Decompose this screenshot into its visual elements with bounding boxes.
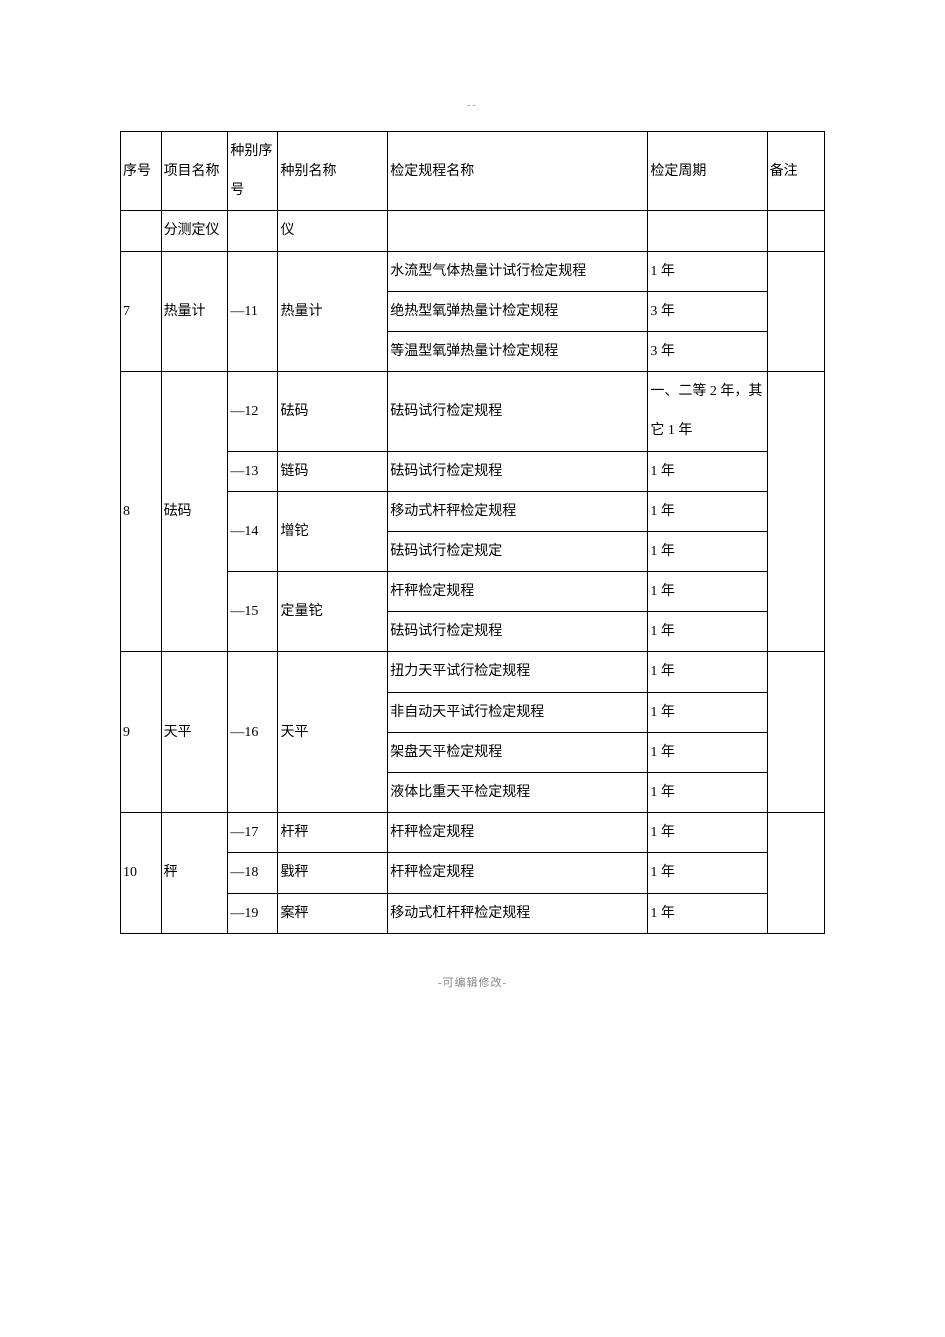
cell-rule: 杆秤检定规程 (388, 572, 648, 612)
cell-period: 1 年 (648, 491, 767, 531)
cell-period: 1 年 (648, 813, 767, 853)
cell-tseq: —18 (228, 853, 278, 893)
header-seq: 序号 (121, 132, 162, 211)
cell-period: 1 年 (648, 893, 767, 933)
cell-tseq: —15 (228, 572, 278, 652)
table-row: 7 热量计 —11 热量计 水流型气体热量计试行检定规程 1 年 (121, 251, 825, 291)
cell-seq: 7 (121, 251, 162, 372)
cell-period: 1 年 (648, 251, 767, 291)
cell-proj: 热量计 (161, 251, 228, 372)
cell-proj: 天平 (161, 652, 228, 813)
table-row: 分测定仪 仪 (121, 211, 825, 251)
cell-tname: 砝码 (278, 372, 388, 451)
cell-remark (767, 251, 824, 372)
cell-tseq (228, 211, 278, 251)
cell-period (648, 211, 767, 251)
cell-tseq: —11 (228, 251, 278, 372)
cell-seq: 10 (121, 813, 162, 934)
cell-period: 3 年 (648, 331, 767, 371)
cell-rule: 移动式杠杆秤检定规程 (388, 893, 648, 933)
table-row: 9 天平 —16 天平 扭力天平试行检定规程 1 年 (121, 652, 825, 692)
cell-rule: 砝码试行检定规程 (388, 612, 648, 652)
header-rule: 检定规程名称 (388, 132, 648, 211)
table-row: 8 砝码 —12 砝码 砝码试行检定规程 一、二等 2 年，其它 1 年 (121, 372, 825, 451)
cell-tseq: —19 (228, 893, 278, 933)
cell-rule: 绝热型氧弹热量计检定规程 (388, 291, 648, 331)
cell-rule: 扭力天平试行检定规程 (388, 652, 648, 692)
header-remark: 备注 (767, 132, 824, 211)
cell-rule: 等温型氧弹热量计检定规程 (388, 331, 648, 371)
cell-proj: 砝码 (161, 372, 228, 652)
cell-tname: 杆秤 (278, 813, 388, 853)
cell-seq: 9 (121, 652, 162, 813)
cell-rule (388, 211, 648, 251)
cell-rule: 架盘天平检定规程 (388, 732, 648, 772)
header-period: 检定周期 (648, 132, 767, 211)
cell-period: 1 年 (648, 451, 767, 491)
cell-period: 1 年 (648, 612, 767, 652)
table-row: 10 秤 —17 杆秤 杆秤检定规程 1 年 (121, 813, 825, 853)
cell-proj: 分测定仪 (161, 211, 228, 251)
cell-period: 1 年 (648, 531, 767, 571)
table-header-row: 序号 项目名称 种别序号 种别名称 检定规程名称 检定周期 备注 (121, 132, 825, 211)
cell-period: 3 年 (648, 291, 767, 331)
cell-period: 1 年 (648, 692, 767, 732)
cell-remark (767, 211, 824, 251)
cell-tname: 热量计 (278, 251, 388, 372)
header-tname: 种别名称 (278, 132, 388, 211)
cell-rule: 水流型气体热量计试行检定规程 (388, 251, 648, 291)
verification-table: 序号 项目名称 种别序号 种别名称 检定规程名称 检定周期 备注 分测定仪 仪 … (120, 131, 825, 934)
cell-rule: 杆秤检定规程 (388, 853, 648, 893)
cell-tname: 天平 (278, 652, 388, 813)
cell-period: 1 年 (648, 773, 767, 813)
cell-tname: 案秤 (278, 893, 388, 933)
cell-rule: 移动式杆秤检定规程 (388, 491, 648, 531)
cell-period: 1 年 (648, 732, 767, 772)
cell-tname: 定量铊 (278, 572, 388, 652)
cell-tseq: —13 (228, 451, 278, 491)
cell-remark (767, 652, 824, 813)
cell-period: 1 年 (648, 652, 767, 692)
cell-proj: 秤 (161, 813, 228, 934)
cell-period: 1 年 (648, 572, 767, 612)
cell-tseq: —16 (228, 652, 278, 813)
cell-rule: 砝码试行检定规定 (388, 531, 648, 571)
cell-tseq: —12 (228, 372, 278, 451)
cell-tname: 仪 (278, 211, 388, 251)
cell-rule: 砝码试行检定规程 (388, 372, 648, 451)
footer-text: -可编辑修改- (120, 974, 825, 990)
cell-rule: 杆秤检定规程 (388, 813, 648, 853)
cell-period: 一、二等 2 年，其它 1 年 (648, 372, 767, 451)
header-proj: 项目名称 (161, 132, 228, 211)
cell-tname: 增铊 (278, 491, 388, 571)
cell-tname: 链码 (278, 451, 388, 491)
cell-rule: 砝码试行检定规程 (388, 451, 648, 491)
header-tseq: 种别序号 (228, 132, 278, 211)
cell-rule: 液体比重天平检定规程 (388, 773, 648, 813)
cell-seq: 8 (121, 372, 162, 652)
cell-period: 1 年 (648, 853, 767, 893)
cell-seq (121, 211, 162, 251)
cell-tseq: —17 (228, 813, 278, 853)
cell-remark (767, 372, 824, 652)
cell-remark (767, 813, 824, 934)
cell-rule: 非自动天平试行检定规程 (388, 692, 648, 732)
cell-tseq: —14 (228, 491, 278, 571)
cell-tname: 戥秤 (278, 853, 388, 893)
top-mark: -- (120, 100, 825, 111)
